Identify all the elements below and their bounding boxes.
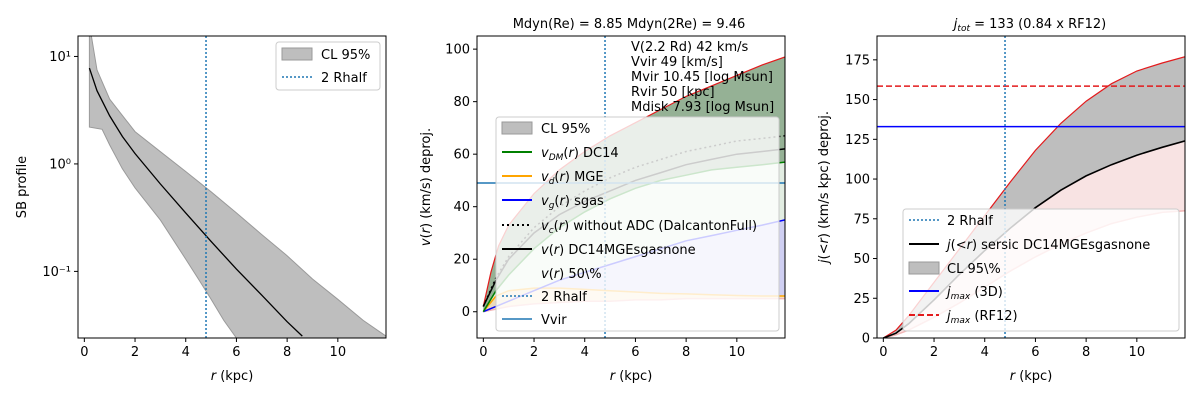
y-tick-label: 50 [853, 252, 870, 267]
legend-label-vc: vc(r) without ADC (DalcantonFull) [541, 219, 757, 236]
legend-label-band: CL 95% [541, 122, 590, 137]
x-tick-label: 2 [530, 345, 538, 360]
legend-label-j: j(<r) sersic DC14MGEsgasnone [945, 238, 1150, 253]
x-tick-label: 2 [930, 345, 938, 360]
x-tick-label: 8 [1082, 345, 1090, 360]
legend-label-band: CL 95\% [947, 262, 1001, 277]
legend-label-rhalf: 2 Rhalf [541, 290, 587, 305]
axes-frame [876, 35, 1186, 339]
legend-label-vtot: v(r) DC14MGEsgasnone [541, 243, 696, 258]
x-tick-label: 4 [182, 345, 190, 360]
legend: CL 95% 2 Rhalf [275, 41, 381, 91]
x-axis-label: r (kpc) [211, 369, 254, 384]
x-tick-label: 6 [1031, 345, 1039, 360]
y-tick-label: 150 [845, 93, 870, 108]
chart-title: Mdyn(Re) = 8.85 Mdyn(2Re) = 9.46 [513, 17, 746, 32]
y-axis-label: SB profile [15, 156, 30, 218]
y-tick-label: 10⁻¹ [42, 265, 71, 280]
x-tick-label: 10 [729, 345, 746, 360]
legend-label-vvir: Vvir [541, 313, 567, 328]
x-axis-label: r (kpc) [1010, 369, 1053, 384]
x-tick-label: 0 [479, 345, 487, 360]
x-tick-label: 10 [1129, 345, 1146, 360]
legend-label-v50: v(r) 50\% [541, 267, 602, 282]
x-tick-label: 0 [879, 345, 887, 360]
legend-swatch-band [501, 121, 533, 135]
x-tick-label: 4 [581, 345, 589, 360]
confidence-band [88, 36, 386, 338]
annotation-vvir: Vvir 49 [km/s] [631, 55, 723, 70]
y-tick-label: 25 [853, 292, 870, 307]
x-tick-label: 0 [80, 345, 88, 360]
x-tick-label: 6 [631, 345, 639, 360]
legend-swatch-band [908, 261, 940, 275]
y-tick-label: 20 [453, 253, 470, 268]
y-tick-label: 10⁰ [49, 157, 71, 172]
legend-label-gas: vg(r) sgas [541, 194, 604, 211]
axes-frame [476, 35, 786, 339]
legend-label-rhalf: 2 Rhalf [321, 71, 367, 86]
x-tick-label: 10 [330, 345, 347, 360]
legend-box [495, 116, 780, 332]
y-tick-label: 10¹ [49, 50, 71, 65]
panel-sb-profile: 0 2 4 6 8 10 10⁻¹ 10⁰ 10¹ r (kpc) SB profile CL … [15, 35, 387, 384]
y-tick-label: 0 [462, 305, 470, 320]
x-axis-label: r (kpc) [610, 369, 653, 384]
y-tick-label: 100 [445, 43, 470, 58]
y-axis-label: v(r) (km/s) deproj. [419, 128, 434, 246]
annotation-vrd: V(2.2 Rd) 42 km/s [631, 40, 749, 55]
y-axis-label: j(<r) (km/s kpc) deproj. [817, 111, 832, 265]
legend-label-jmax3d: jmax (3D) [945, 285, 1003, 302]
panel-velocity: Mdyn(Re) = 8.85 Mdyn(2Re) = 9.46 0 2 4 6 8 10… [419, 17, 786, 384]
x-tick-label: 8 [682, 345, 690, 360]
y-tick-label: 100 [845, 173, 870, 188]
chart-title: jtot = 133 (0.84 x RF12) [952, 17, 1106, 34]
legend: CL 95% vDM(r) DC14 vd(r) MGE vg(r) sgas … [495, 116, 780, 332]
x-tick-label: 2 [131, 345, 139, 360]
y-tick-label: 40 [453, 200, 470, 215]
legend-label-jmaxrf12: jmax (RF12) [945, 309, 1018, 326]
y-tick-label: 125 [845, 133, 870, 148]
x-tick-label: 8 [283, 345, 291, 360]
legend-box [902, 208, 1180, 332]
legend-label-rhalf: 2 Rhalf [947, 214, 993, 229]
y-tick-label: 175 [845, 53, 870, 68]
y-tick-label: 0 [862, 332, 870, 347]
y-tick-label: 80 [453, 95, 470, 110]
annotation-mdisk: Mdisk 7.93 [log Msun] [631, 100, 774, 115]
y-tick-label: 60 [453, 148, 470, 163]
legend-swatch-band [281, 47, 313, 61]
median-line [88, 67, 303, 337]
legend-label-band: CL 95% [321, 48, 370, 63]
x-tick-label: 6 [232, 345, 240, 360]
panel-angular-momentum: jtot = 133 (0.84 x RF12) 0 2 4 6 8 1002550751… [817, 17, 1186, 384]
annotation-block: V(2.2 Rd) 42 km/s Vvir 49 [km/s] Mvir 10… [631, 40, 774, 115]
annotation-rvir: Rvir 50 [kpc] [631, 85, 715, 100]
x-tick-label: 4 [981, 345, 989, 360]
annotation-mvir: Mvir 10.45 [log Msun] [631, 70, 773, 85]
axes-frame [77, 35, 387, 339]
legend: 2 Rhalf j(<r) sersic DC14MGEsgasnone CL … [902, 208, 1180, 332]
y-tick-label: 75 [853, 212, 870, 227]
